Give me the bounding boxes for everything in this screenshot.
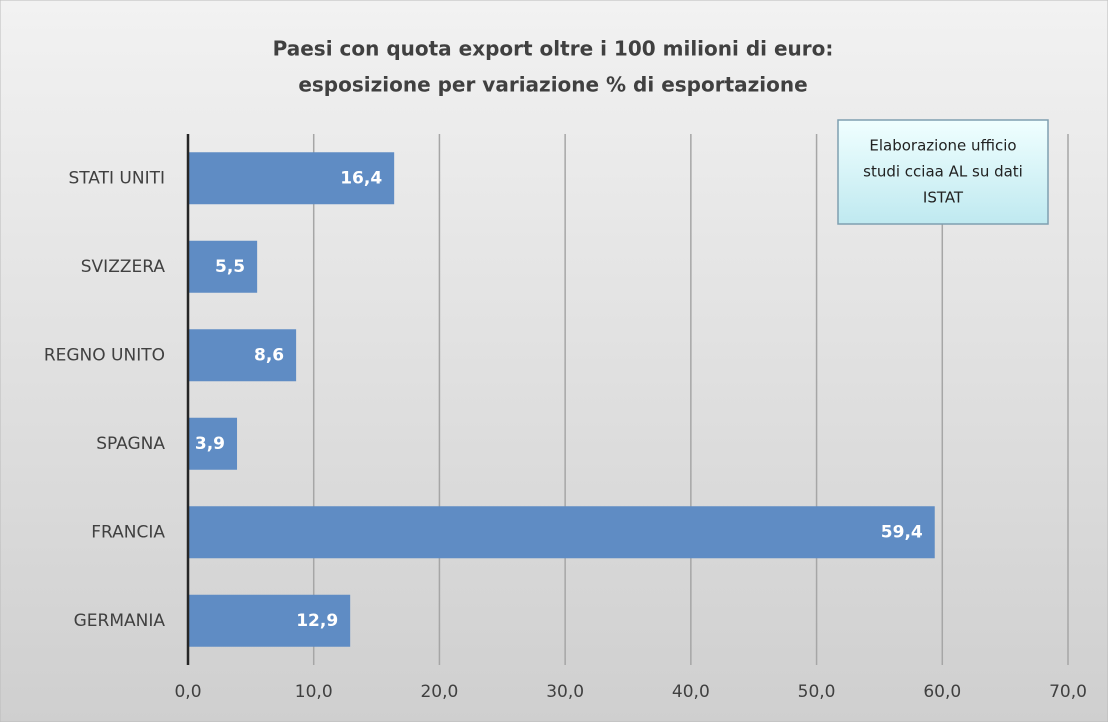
annotation: ISTAT — [923, 189, 964, 207]
x-tick-label: 0,0 — [174, 682, 201, 702]
annotation: Elaborazione ufficio — [869, 137, 1016, 155]
x-tick-label: 40,0 — [672, 682, 710, 702]
value-label: 12,9 — [296, 611, 338, 631]
chart-title: esposizione per variazione % di esportaz… — [298, 73, 807, 97]
x-tick-label: 30,0 — [546, 682, 584, 702]
bar — [188, 594, 351, 647]
y-tick-label: SPAGNA — [96, 434, 165, 454]
x-tick-label: 20,0 — [420, 682, 458, 702]
y-tick-label: REGNO UNITO — [44, 345, 165, 365]
value-label: 8,6 — [254, 345, 284, 365]
value-label: 3,9 — [195, 434, 225, 454]
x-tick-label: 10,0 — [295, 682, 333, 702]
bar — [188, 240, 258, 293]
x-tick-label: 60,0 — [923, 682, 961, 702]
bar — [188, 417, 238, 470]
y-tick-label: GERMANIA — [74, 611, 166, 631]
value-label: 16,4 — [340, 168, 382, 188]
bar — [188, 329, 297, 382]
chart-title: Paesi con quota export oltre i 100 milio… — [273, 37, 834, 61]
y-tick-label: SVIZZERA — [81, 257, 166, 277]
value-label: 59,4 — [881, 522, 923, 542]
x-tick-label: 70,0 — [1049, 682, 1087, 702]
y-tick-label: STATI UNITI — [68, 168, 165, 188]
annotation: studi cciaa AL su dati — [863, 163, 1023, 181]
value-label: 5,5 — [215, 257, 245, 277]
x-tick-label: 50,0 — [798, 682, 836, 702]
bar — [188, 506, 935, 559]
annotation-box — [837, 119, 1049, 225]
y-tick-label: FRANCIA — [91, 522, 165, 542]
bar — [188, 152, 395, 205]
